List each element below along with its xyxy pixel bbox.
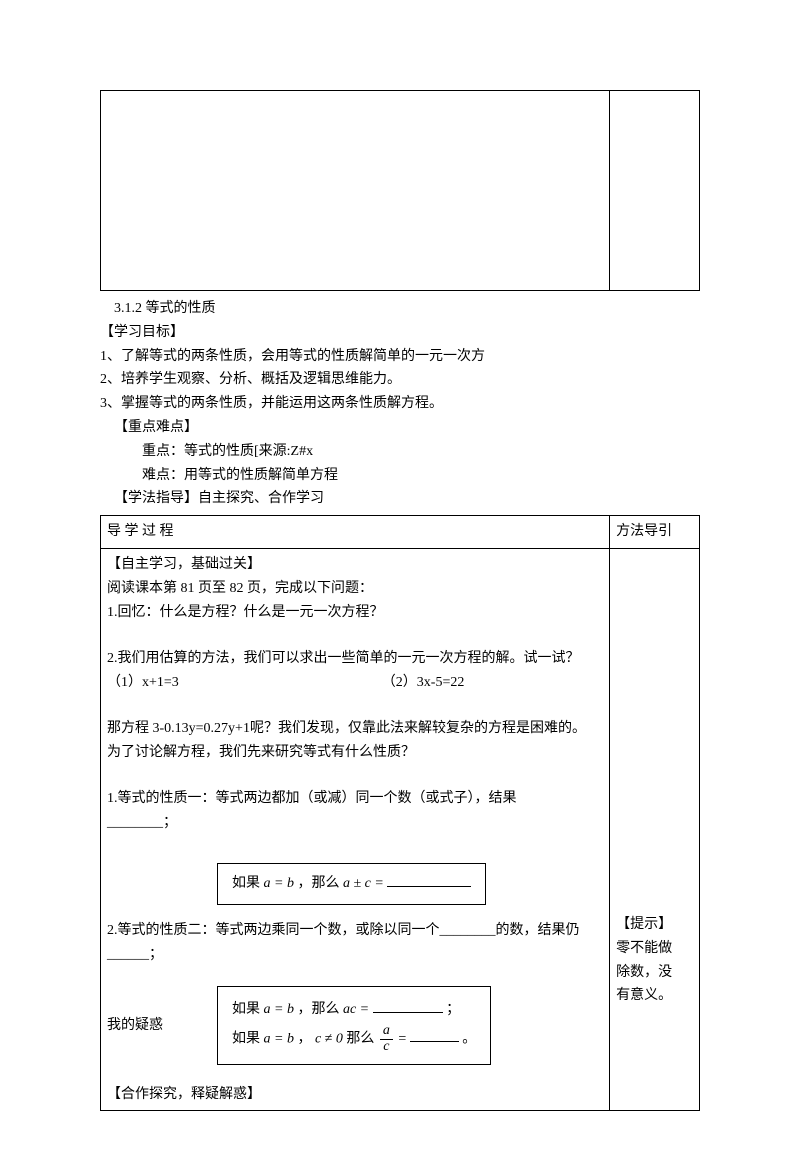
frac-den: c [380, 1040, 393, 1055]
box2-l2-c: c ≠ 0 [315, 1031, 343, 1046]
header-hint: 方法导引 [610, 516, 700, 549]
keypoint-1: 重点：等式的性质[来源:Z#x [100, 440, 700, 464]
hint-l2: 除数，没 [616, 961, 693, 985]
box2-l1-mid: ，那么 [297, 1002, 339, 1017]
objective-3: 3、掌握等式的两条性质，并能运用这两条性质解方程。 [100, 392, 700, 416]
frac-num: a [380, 1024, 393, 1040]
process-label: 导 学 过 程 [107, 524, 174, 539]
box1-pre: 如果 [232, 876, 260, 891]
content-cell: 【自主学习，基础过关】 阅读课本第 81 页至 82 页，完成以下问题： 1.回… [101, 548, 610, 1110]
formula-box-1: 如果 a = b ，那么 a ± c = [217, 863, 486, 905]
box2-l1-cond: a = b [264, 1002, 294, 1017]
question-2: 2.我们用估算的方法，我们可以求出一些简单的一元一次方程的解。试一试？ [107, 647, 603, 671]
box1-cond: a = b [264, 876, 294, 891]
box2-l1-pre: 如果 [232, 1002, 260, 1017]
box2-l2-eq: = [398, 1031, 409, 1046]
objective-2: 2、培养学生观察、分析、概括及逻辑思维能力。 [100, 368, 700, 392]
box2-l2-cond: a = b [264, 1031, 294, 1046]
coop-heading: 【合作探究，释疑解惑】 [107, 1083, 603, 1107]
equations-row: （1）x+1=3 （2）3x-5=22 [107, 671, 603, 695]
box1-expr: a ± c = [343, 876, 387, 891]
keypoints-heading: 【重点难点】 [100, 416, 700, 440]
equation-2: （2）3x-5=22 [382, 675, 465, 690]
hint-cell: 【提示】 零不能做 除数，没 有意义。 [610, 548, 700, 1110]
top-blank-table [100, 90, 700, 291]
method-heading: 【学法指导】自主探究、合作学习 [100, 487, 700, 511]
box2-l2-pre: 如果 [232, 1031, 260, 1046]
box2-l2-end: 。 [462, 1031, 476, 1046]
box2-line1: 如果 a = b ，那么 ac = ； [232, 997, 476, 1024]
keypoint-2: 难点：用等式的性质解简单方程 [100, 464, 700, 488]
box2-l1-blank [373, 999, 443, 1013]
box2-l1-expr: ac = [343, 1002, 373, 1017]
selfstudy-heading: 【自主学习，基础过关】 [107, 553, 603, 577]
hint-title: 【提示】 [616, 913, 693, 937]
property-2-a: 2.等式的性质二：等式两边乘同一个数，或除以同一个________的数，结果仍 [107, 919, 603, 943]
box1-mid: ，那么 [297, 876, 339, 891]
question-2b-a: 那方程 3-0.13y=0.27y+1呢？我们发现，仅靠此法来解较复杂的方程是困… [107, 717, 603, 741]
question-1: 1.回忆：什么是方程？什么是一元一次方程？ [107, 601, 603, 625]
read-instruction: 阅读课本第 81 页至 82 页，完成以下问题： [107, 577, 603, 601]
box2-l1-end: ； [446, 1002, 460, 1017]
box2-l2-mid: 那么 [346, 1031, 374, 1046]
hint-l3: 有意义。 [616, 984, 693, 1008]
my-doubt: 我的疑惑 [107, 1014, 197, 1038]
top-blank-right [610, 91, 700, 291]
box2-l2-blank [410, 1028, 459, 1042]
question-2b-b: 为了讨论解方程，我们先来研究等式有什么性质？ [107, 741, 603, 765]
box2-line2: 如果 a = b ， c ≠ 0 那么 a c = 。 [232, 1024, 476, 1054]
box2-l2-comma: ， [297, 1031, 311, 1046]
hint-l1: 零不能做 [616, 937, 693, 961]
property-2-b: ______； [107, 943, 603, 967]
box2-l2-frac: a c [380, 1024, 393, 1054]
header-process: 导 学 过 程 [101, 516, 610, 549]
property-1-a: 1.等式的性质一：等式两边都加（或减）同一个数（或式子），结果 [107, 787, 603, 811]
section-number: 3.1.2 等式的性质 [100, 297, 700, 321]
top-blank-left [101, 91, 610, 291]
property-1-b: ________； [107, 811, 603, 835]
objective-1: 1、了解等式的两条性质，会用等式的性质解简单的一元一次方 [100, 345, 700, 369]
objectives-heading: 【学习目标】 [100, 321, 700, 345]
equation-1: （1）x+1=3 [107, 675, 179, 690]
box1-blank [387, 873, 471, 887]
main-table: 导 学 过 程 方法导引 【自主学习，基础过关】 阅读课本第 81 页至 82 … [100, 515, 700, 1111]
formula-box-2: 如果 a = b ，那么 ac = ； 如果 a = b ， c ≠ 0 [217, 986, 491, 1065]
